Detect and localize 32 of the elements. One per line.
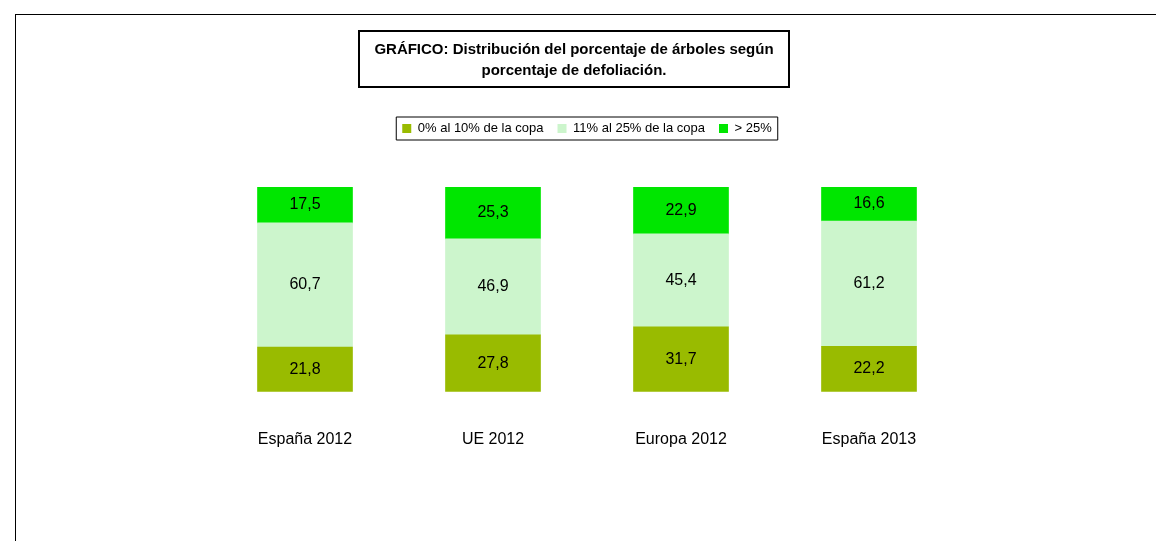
- bar: [821, 187, 917, 222]
- data-label: 61,2: [853, 274, 885, 292]
- data-label: 25,3: [477, 203, 509, 221]
- x-tick-label: Europa 2012: [635, 429, 727, 447]
- x-tick-label: España 2013: [821, 429, 917, 447]
- bar: [257, 222, 353, 348]
- x-tick-label: España 2012: [257, 429, 353, 447]
- bar: [445, 238, 541, 336]
- chart-title: GRÁFICO: Distribución del porcentaje de árboles según porcentaje de defoliación.: [358, 30, 790, 88]
- bar: [445, 334, 541, 392]
- bar: [445, 187, 541, 240]
- bar: [633, 326, 729, 392]
- legend-label: 0% al 10% de la copa: [417, 120, 545, 136]
- data-label: 31,7: [665, 349, 697, 367]
- bar: [257, 187, 353, 224]
- data-label: 17,5: [289, 195, 321, 213]
- data-label: 16,6: [853, 194, 885, 212]
- data-label: 22,2: [853, 359, 885, 377]
- legend-label: > 25%: [734, 120, 773, 136]
- bar: [633, 233, 729, 328]
- data-label: 60,7: [289, 275, 321, 293]
- data-label: 46,9: [477, 277, 509, 295]
- bar: [633, 187, 729, 235]
- bar: [821, 346, 917, 392]
- data-label: 22,9: [665, 200, 697, 218]
- data-label: 45,4: [665, 270, 697, 288]
- x-tick-label: UE 2012: [461, 429, 525, 447]
- bar: [821, 220, 917, 347]
- data-label: 21,8: [289, 359, 321, 377]
- data-label: 27,8: [477, 353, 509, 371]
- legend-label: 11% al 25% de la copa: [573, 120, 706, 136]
- bar: [257, 346, 353, 392]
